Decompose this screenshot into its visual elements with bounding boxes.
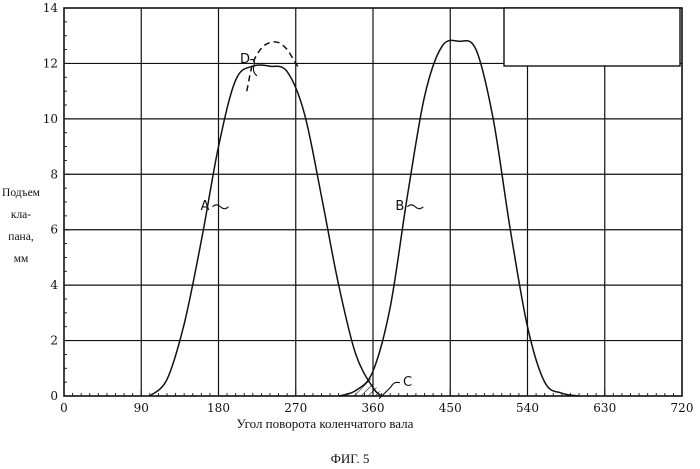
y-tick-label: 4 xyxy=(50,278,58,292)
annotation-label-C: C xyxy=(403,375,412,390)
y-tick-label: 2 xyxy=(50,334,58,348)
y-axis-title: Подъем кла-пана, мм xyxy=(2,187,41,265)
y-tick-labels: 0 2 4 6 8 10 12 14 xyxy=(43,1,59,403)
x-tick-label: 0 xyxy=(60,401,68,415)
x-tick-label: 720 xyxy=(671,401,694,415)
annotation-B: B xyxy=(395,199,423,214)
series-B-line xyxy=(339,40,579,396)
legend-box xyxy=(504,8,680,66)
annotation-leader-A xyxy=(212,205,228,209)
x-tick-label: 360 xyxy=(362,401,385,415)
y-tick-label: 6 xyxy=(50,223,58,237)
y-tick-label: 8 xyxy=(50,167,58,181)
annotation-label-B: B xyxy=(395,199,404,214)
annotation-D: D xyxy=(240,52,257,76)
x-tick-label: 450 xyxy=(439,401,462,415)
x-tick-label: 180 xyxy=(207,401,230,415)
y-axis-title-line: пана, xyxy=(8,231,34,243)
x-tick-label: 630 xyxy=(593,401,616,415)
figure-caption: ФИГ. 5 xyxy=(331,451,370,466)
annotations: A B C D xyxy=(200,52,423,399)
x-tick-label: 270 xyxy=(284,401,307,415)
x-axis-title: Угол поворота коленчатого вала xyxy=(237,416,414,431)
annotation-leader-B xyxy=(407,205,423,209)
annotation-label-A: A xyxy=(200,199,209,214)
y-axis-title-line: мм xyxy=(14,253,29,265)
y-axis-title-line: кла- xyxy=(11,209,31,221)
y-tick-label: 14 xyxy=(43,1,59,15)
x-tick-label: 90 xyxy=(134,401,149,415)
annotation-label-D: D xyxy=(240,52,250,67)
series-lines xyxy=(150,40,579,396)
series-A-line xyxy=(150,65,382,396)
y-tick-label: 10 xyxy=(43,112,58,126)
y-tick-label: 12 xyxy=(43,56,58,70)
y-axis-title-line: Подъем xyxy=(2,187,41,199)
x-tick-label: 540 xyxy=(516,401,539,415)
annotation-A: A xyxy=(200,199,228,214)
x-tick-labels: 0 90 180 270 360 450 540 630 720 xyxy=(60,401,693,415)
y-tick-label: 0 xyxy=(50,389,58,403)
